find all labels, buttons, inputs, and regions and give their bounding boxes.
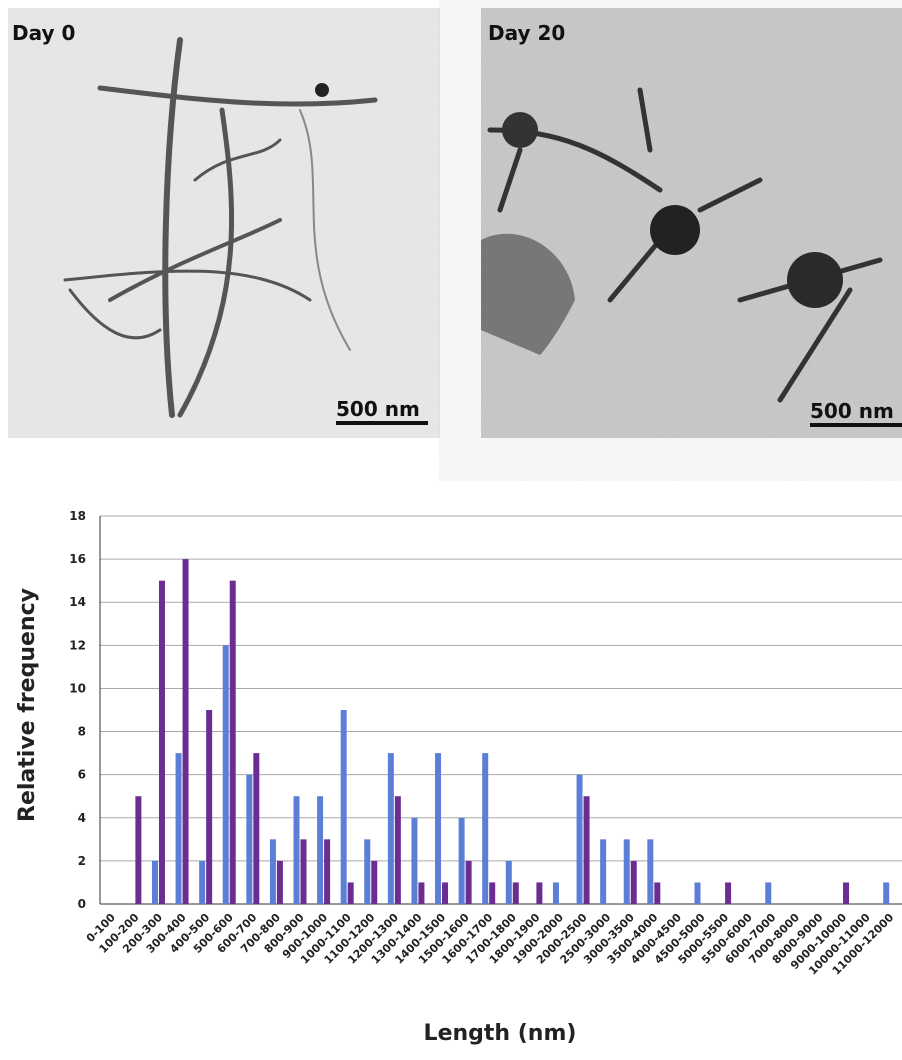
bar	[340, 710, 347, 904]
y-tick-label: 0	[78, 897, 86, 911]
bar	[317, 796, 324, 904]
bar	[442, 882, 449, 904]
bar	[654, 882, 661, 904]
scale-bar-label: 500 nm	[810, 399, 894, 423]
bar	[435, 753, 442, 904]
bar	[552, 882, 559, 904]
bar	[694, 882, 701, 904]
y-tick-label: 18	[69, 509, 86, 523]
bar	[199, 860, 206, 904]
y-tick-label: 6	[78, 768, 86, 782]
bar	[182, 559, 189, 904]
bar	[647, 839, 654, 904]
y-tick-label: 16	[69, 552, 86, 566]
x-axis-label: Length (nm)	[424, 1021, 577, 1046]
bar	[489, 882, 496, 904]
bar	[246, 774, 253, 904]
bar	[458, 817, 465, 904]
bar	[371, 860, 378, 904]
bar	[623, 839, 630, 904]
bar	[465, 860, 472, 904]
bar	[725, 882, 732, 904]
y-tick-label: 8	[78, 725, 86, 739]
scale-bar-label: 500 nm	[336, 397, 420, 421]
bar	[630, 860, 637, 904]
bar	[883, 882, 890, 904]
bar	[222, 645, 229, 904]
bar	[765, 882, 772, 904]
y-axis-label: Relative frequency	[15, 588, 40, 822]
bar	[300, 839, 307, 904]
y-tick-label: 2	[78, 854, 86, 868]
panel-label: Day 0	[12, 21, 75, 45]
bar	[229, 580, 236, 904]
bar	[253, 753, 260, 904]
micrograph-day20: Day 20 500 nm	[481, 8, 902, 438]
bar	[364, 839, 371, 904]
bar	[576, 774, 583, 904]
bar	[324, 839, 331, 904]
y-tick-label: 4	[78, 811, 86, 825]
bar	[394, 796, 401, 904]
micrograph-day0: Day 0 500 nm	[8, 8, 440, 438]
bar	[269, 839, 276, 904]
bar	[175, 753, 182, 904]
bar	[276, 860, 283, 904]
bar	[135, 796, 142, 904]
y-tick-label: 10	[69, 681, 86, 695]
bar	[843, 882, 850, 904]
bar	[482, 753, 489, 904]
bar	[536, 882, 543, 904]
bar	[151, 860, 158, 904]
y-tick-label: 14	[69, 595, 86, 609]
bar	[158, 580, 165, 904]
bar	[418, 882, 425, 904]
bar	[411, 817, 418, 904]
bar	[206, 710, 213, 904]
bar	[347, 882, 354, 904]
bar	[600, 839, 607, 904]
bar	[387, 753, 394, 904]
y-tick-label: 12	[69, 638, 86, 652]
bar	[512, 882, 519, 904]
panel-label: Day 20	[488, 21, 565, 45]
bar	[583, 796, 590, 904]
bar	[293, 796, 300, 904]
bar	[505, 860, 512, 904]
